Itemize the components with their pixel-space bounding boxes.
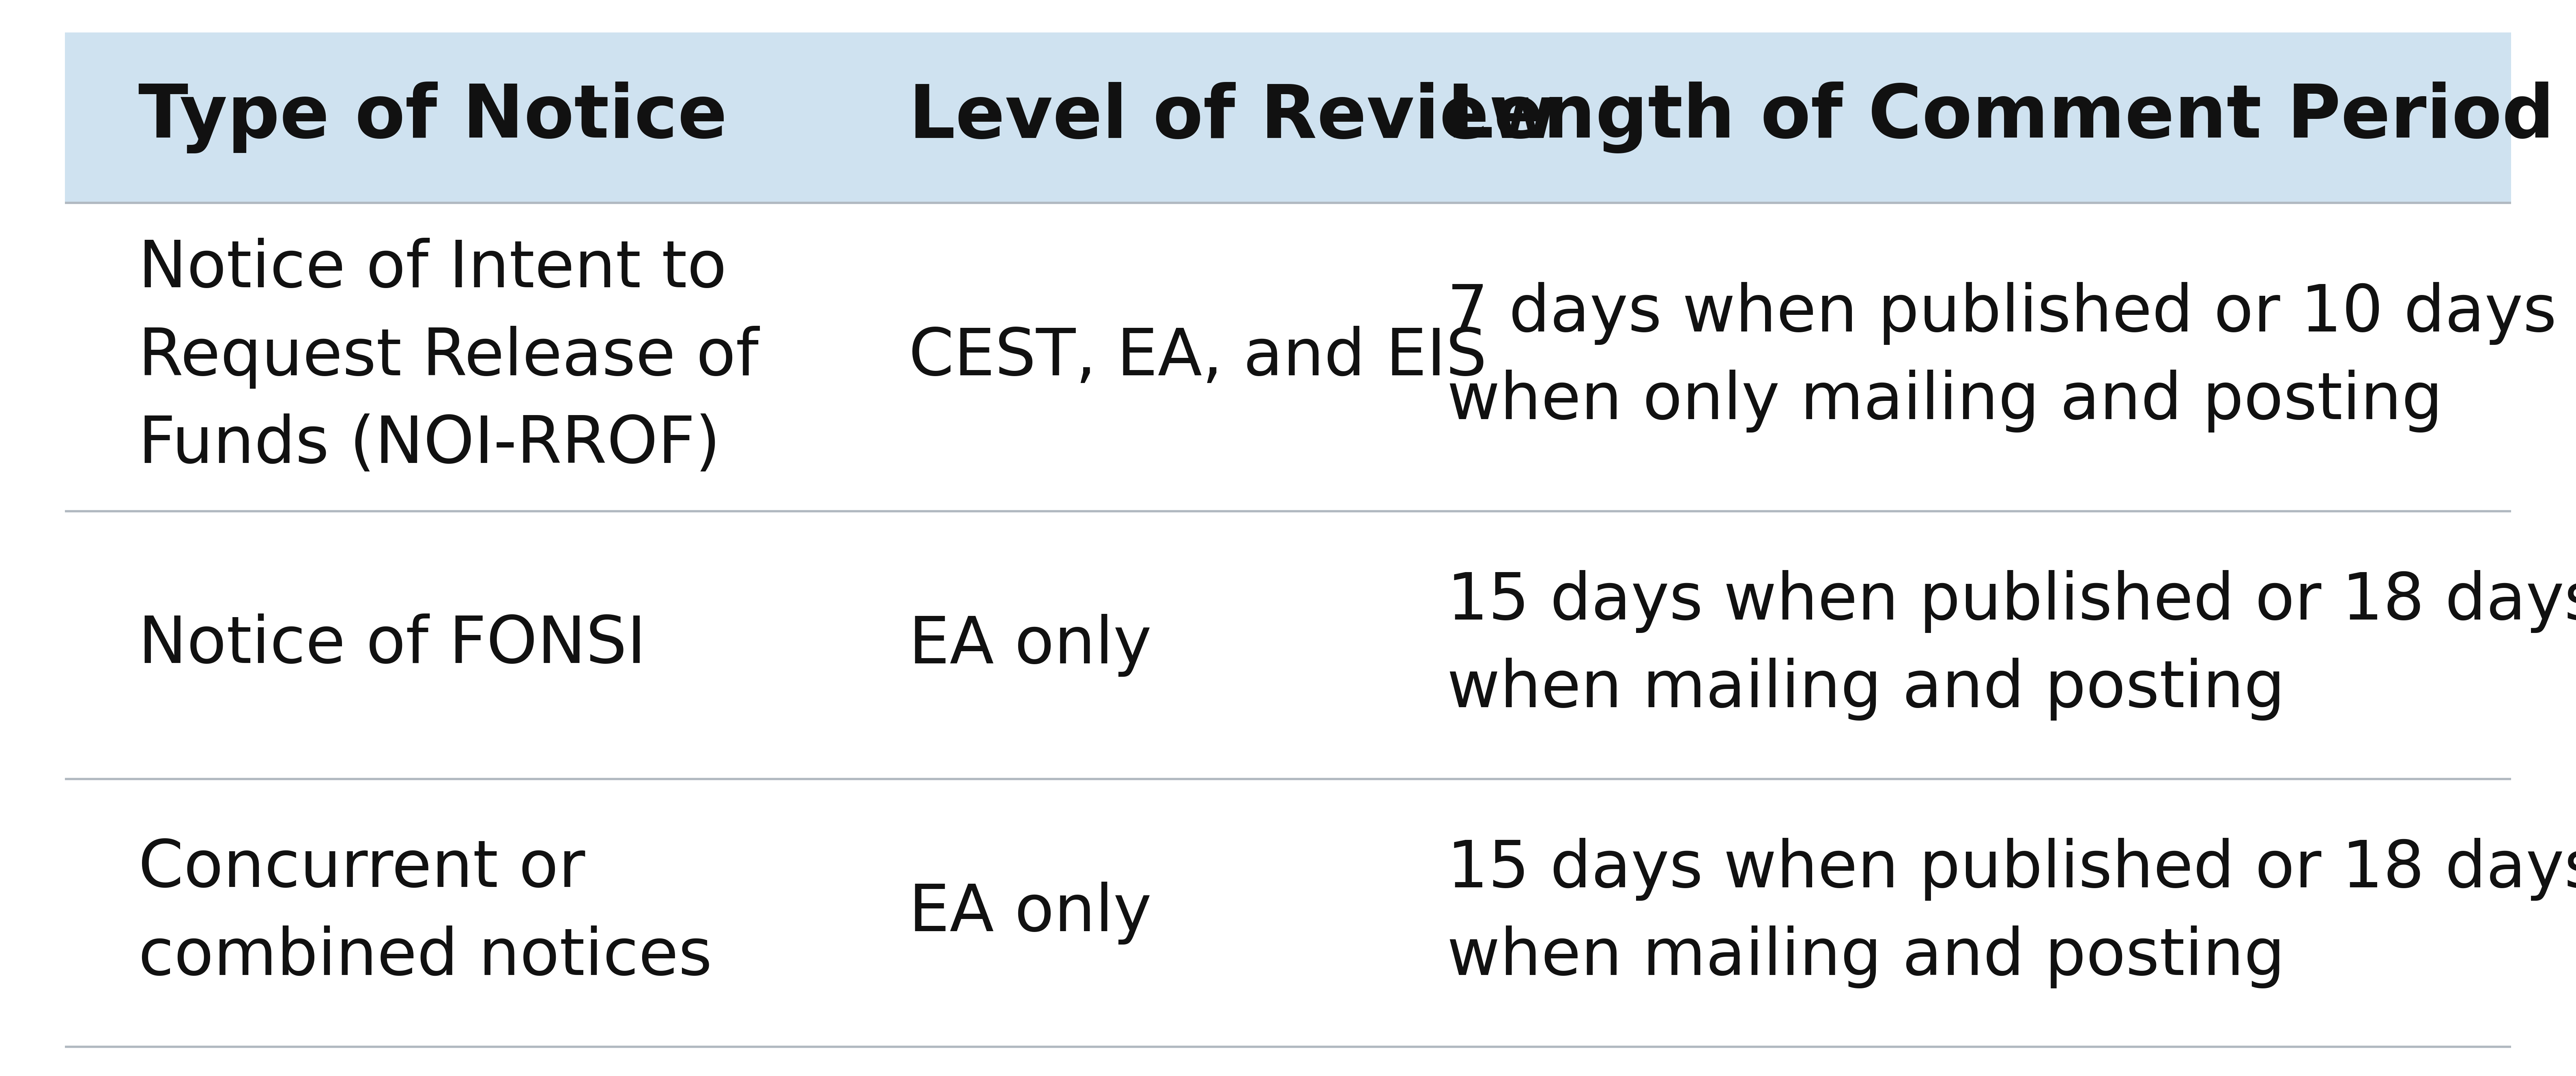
Text: EA only: EA only bbox=[909, 613, 1151, 677]
Text: Notice of FONSI: Notice of FONSI bbox=[139, 613, 647, 677]
Text: Level of Review: Level of Review bbox=[909, 82, 1556, 154]
Text: Concurrent or
combined notices: Concurrent or combined notices bbox=[139, 837, 711, 988]
Text: 15 days when published or 18 days
when mailing and posting: 15 days when published or 18 days when m… bbox=[1448, 570, 2576, 720]
Text: EA only: EA only bbox=[909, 881, 1151, 945]
Text: CEST, EA, and EIS: CEST, EA, and EIS bbox=[909, 326, 1486, 388]
Text: 15 days when published or 18 days
when mailing and posting: 15 days when published or 18 days when m… bbox=[1448, 837, 2576, 988]
Text: Type of Notice: Type of Notice bbox=[139, 82, 726, 154]
Text: 7 days when published or 10 days
when only mailing and posting: 7 days when published or 10 days when on… bbox=[1448, 282, 2555, 433]
Text: Length of Comment Period: Length of Comment Period bbox=[1448, 82, 2555, 154]
Text: Notice of Intent to
Request Release of
Funds (NOI-RROF): Notice of Intent to Request Release of F… bbox=[139, 238, 757, 476]
Bar bbox=[64, 32, 2512, 203]
